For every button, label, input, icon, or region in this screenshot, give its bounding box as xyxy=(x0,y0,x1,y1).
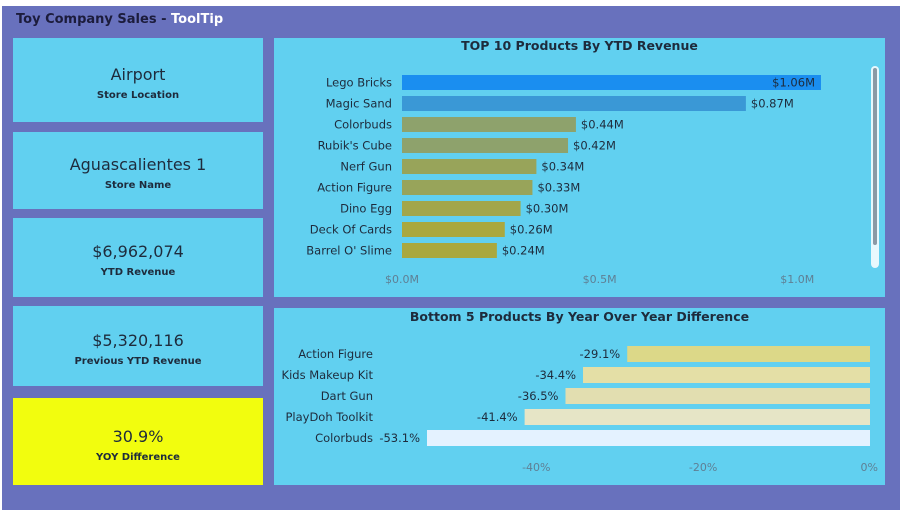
bottom-category-label-action-figure: Action Figure xyxy=(298,347,373,361)
bottom-data-label-kids-makeup-kit: -34.4% xyxy=(535,368,576,382)
card-store-name[interactable]: Aguascalientes 1 Store Name xyxy=(13,132,263,209)
card-ytd-revenue[interactable]: $6,962,074 YTD Revenue xyxy=(13,218,263,297)
top-bar-deck-of-cards[interactable] xyxy=(402,222,505,237)
bottom-products-panel[interactable]: Bottom 5 Products By Year Over Year Diff… xyxy=(274,308,885,485)
bottom-bar-dart-gun[interactable] xyxy=(565,388,870,404)
card-yoy-difference[interactable]: 30.9% YOY Difference xyxy=(13,398,263,485)
report-title-main: Toy Company Sales - xyxy=(16,12,172,27)
top-products-title: TOP 10 Products By YTD Revenue xyxy=(461,38,698,53)
top-category-label-magic-sand: Magic Sand xyxy=(326,97,392,111)
top-bar-colorbuds[interactable] xyxy=(402,117,576,132)
bottom-data-label-playdoh-toolkit: -41.4% xyxy=(477,410,518,424)
top-bar-action-figure[interactable] xyxy=(402,180,533,195)
ytd-revenue-label: YTD Revenue xyxy=(100,267,176,278)
card-store-location[interactable]: Airport Store Location xyxy=(13,38,263,122)
top-data-label-magic-sand: $0.87M xyxy=(751,97,794,111)
top-category-label-barrel-o-slime: Barrel O' Slime xyxy=(306,244,392,258)
top-products-panel[interactable]: TOP 10 Products By YTD Revenue Lego Bric… xyxy=(274,38,885,297)
top-x-tick-label: $0.5M xyxy=(583,273,617,286)
top-category-label-colorbuds: Colorbuds xyxy=(334,118,392,132)
top-chart-scrollbar-thumb[interactable] xyxy=(873,68,877,245)
bottom-data-label-dart-gun: -36.5% xyxy=(518,389,559,403)
yoy-difference-value: 30.9% xyxy=(112,427,164,446)
top-bar-barrel-o-slime[interactable] xyxy=(402,243,497,258)
top-category-label-action-figure: Action Figure xyxy=(317,181,392,195)
report-title-subtitle: ToolTip xyxy=(171,12,224,27)
bottom-data-label-colorbuds: -53.1% xyxy=(379,431,420,445)
previous-ytd-revenue-label: Previous YTD Revenue xyxy=(74,356,202,367)
top-data-label-dino-egg: $0.30M xyxy=(526,202,569,216)
top-data-label-deck-of-cards: $0.26M xyxy=(510,223,553,237)
bottom-bar-colorbuds[interactable] xyxy=(427,430,870,446)
bottom-products-chart: Action Figure -29.1% Kids Makeup Kit -34.4%… xyxy=(282,346,878,474)
top-x-tick-label: $0.0M xyxy=(385,273,419,286)
top-bar-nerf-gun[interactable] xyxy=(402,159,537,174)
top-data-label-action-figure: $0.33M xyxy=(537,181,580,195)
top-data-label-nerf-gun: $0.34M xyxy=(541,160,584,174)
store-name-label: Store Name xyxy=(104,180,172,191)
top-category-label-deck-of-cards: Deck Of Cards xyxy=(310,223,392,237)
bottom-bar-kids-makeup-kit[interactable] xyxy=(583,367,870,383)
report-title: Toy Company Sales - ToolTip xyxy=(16,12,223,27)
top-category-label-dino-egg: Dino Egg xyxy=(340,202,392,216)
top-bar-magic-sand[interactable] xyxy=(402,96,746,111)
store-location-value: Airport xyxy=(110,65,166,84)
top-bar-dino-egg[interactable] xyxy=(402,201,521,216)
top-category-label-rubik-s-cube: Rubik's Cube xyxy=(318,139,392,153)
previous-ytd-revenue-value: $5,320,116 xyxy=(92,331,184,350)
bottom-x-tick-label: -20% xyxy=(689,461,717,474)
ytd-revenue-value: $6,962,074 xyxy=(92,242,184,261)
top-category-label-lego-bricks: Lego Bricks xyxy=(326,76,392,90)
bottom-data-label-action-figure: -29.1% xyxy=(580,347,621,361)
card-previous-ytd-revenue[interactable]: $5,320,116 Previous YTD Revenue xyxy=(13,306,263,386)
store-location-label: Store Location xyxy=(96,90,180,101)
top-bar-rubik-s-cube[interactable] xyxy=(402,138,569,153)
bottom-bar-playdoh-toolkit[interactable] xyxy=(524,409,870,425)
top-data-label-rubik-s-cube: $0.42M xyxy=(573,139,616,153)
bottom-products-title: Bottom 5 Products By Year Over Year Diff… xyxy=(409,309,750,324)
top-data-label-colorbuds: $0.44M xyxy=(581,118,624,132)
top-data-label-barrel-o-slime: $0.24M xyxy=(502,244,545,258)
yoy-difference-label: YOY Difference xyxy=(96,452,180,463)
store-name-value: Aguascalientes 1 xyxy=(69,155,207,174)
top-category-label-nerf-gun: Nerf Gun xyxy=(340,160,392,174)
top-bar-lego-bricks[interactable] xyxy=(402,75,821,90)
bottom-x-tick-label: -40% xyxy=(522,461,550,474)
top-x-tick-label: $1.0M xyxy=(780,273,814,286)
bottom-category-label-colorbuds: Colorbuds xyxy=(315,431,373,445)
bottom-category-label-dart-gun: Dart Gun xyxy=(321,389,373,403)
top-data-label-lego-bricks: $1.06M xyxy=(772,76,815,90)
bottom-bar-action-figure[interactable] xyxy=(627,346,870,362)
top-products-chart: Lego Bricks $1.06M Magic Sand $0.87M Colorbu… xyxy=(306,66,879,286)
bottom-category-label-playdoh-toolkit: PlayDoh Toolkit xyxy=(285,410,373,424)
bottom-category-label-kids-makeup-kit: Kids Makeup Kit xyxy=(282,368,374,382)
bottom-x-tick-label: 0% xyxy=(861,461,878,474)
